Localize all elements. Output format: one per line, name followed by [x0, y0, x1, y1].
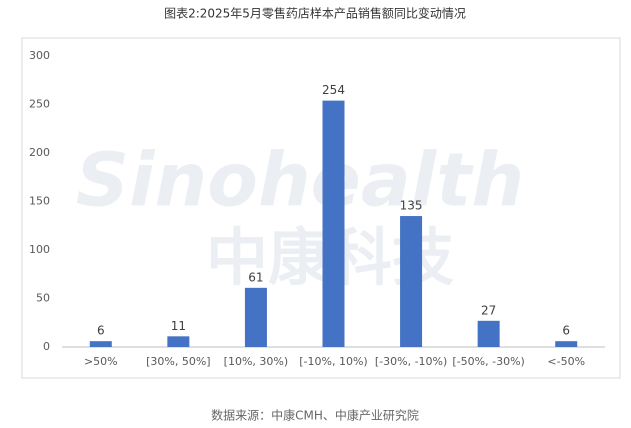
- watermark-en: Sinohealth: [76, 138, 524, 224]
- data-label: 27: [481, 303, 496, 317]
- x-tick-label: [-50%, -30%): [452, 355, 524, 368]
- data-label: 135: [400, 199, 423, 213]
- bar: [167, 336, 190, 347]
- chart-frame: [21, 37, 621, 379]
- bar: [555, 341, 578, 347]
- y-tick-label: 100: [29, 243, 50, 256]
- chart-title: 图表2:2025年5月零售药店样本产品销售额同比变动情况: [164, 6, 466, 21]
- y-tick-label: 300: [29, 49, 50, 62]
- y-tick-label: 200: [29, 146, 50, 159]
- y-tick-label: 50: [36, 292, 50, 305]
- data-label: 61: [248, 270, 263, 284]
- x-tick-label: <-50%: [547, 355, 585, 368]
- x-tick-label: [-10%, 10%): [299, 355, 367, 368]
- data-label: 254: [322, 83, 345, 97]
- x-tick-label: [10%, 30%): [224, 355, 288, 368]
- bar: [244, 287, 267, 347]
- bar: [477, 320, 500, 347]
- y-tick-label: 0: [43, 340, 50, 353]
- x-tick-label: >50%: [84, 355, 118, 368]
- bar: [400, 216, 423, 347]
- source-note: 数据来源：中康CMH、中康产业研究院: [211, 408, 419, 423]
- bar: [89, 341, 112, 347]
- bar: [322, 100, 345, 348]
- data-label: 6: [562, 324, 570, 338]
- data-label: 6: [97, 324, 105, 338]
- y-tick-label: 150: [29, 195, 50, 208]
- data-label: 11: [171, 319, 186, 333]
- x-tick-label: [-30%, -10%): [375, 355, 447, 368]
- y-tick-label: 250: [29, 98, 50, 111]
- x-tick-label: [30%, 50%]: [146, 355, 210, 368]
